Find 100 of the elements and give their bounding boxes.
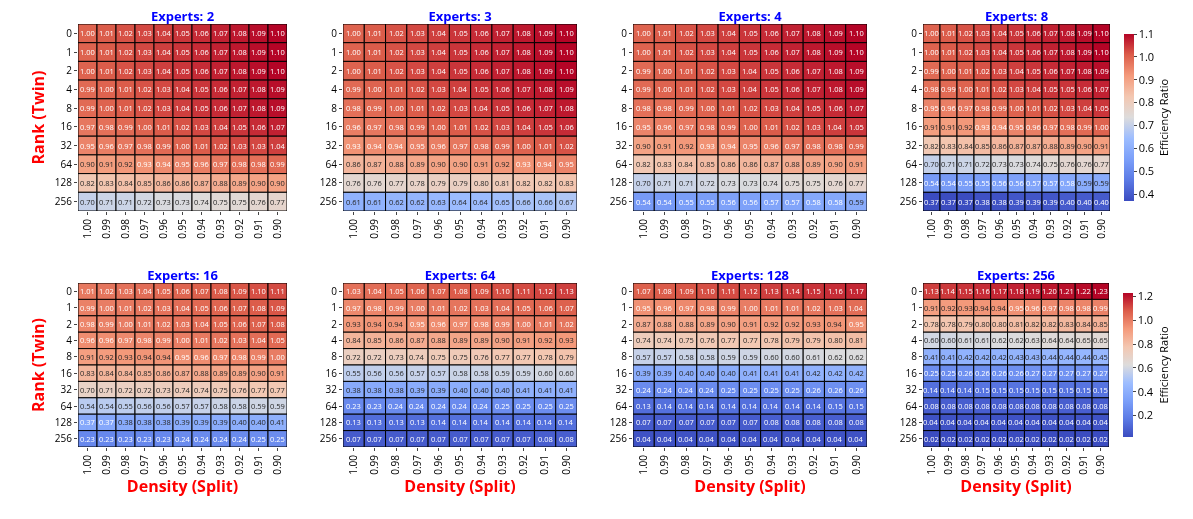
y-tick-label: 64 bbox=[615, 398, 628, 413]
x-tick-label: 0.93 bbox=[212, 454, 227, 475]
y-tick-label: 32 bbox=[325, 138, 338, 153]
x-tick-label: 0.90 bbox=[558, 454, 573, 475]
y-tick-label: 1 bbox=[66, 44, 72, 59]
x-tick-label: 0.91 bbox=[537, 219, 552, 239]
x-tick-label: 0.96 bbox=[991, 218, 1006, 239]
y-tick-label: 128 bbox=[54, 414, 73, 429]
y-tick-label: 4 bbox=[911, 81, 918, 96]
x-axis-title: Density (Split) bbox=[126, 474, 239, 497]
y-tick-label: 16 bbox=[325, 365, 338, 380]
x-tick-label: 0.91 bbox=[827, 219, 842, 239]
y-axis-title: Rank (Twin) bbox=[26, 70, 49, 165]
y-tick-label: 8 bbox=[621, 349, 628, 364]
y-tick-label: 0 bbox=[621, 25, 628, 40]
y-tick-label: 32 bbox=[60, 138, 73, 153]
y-tick-label: 1 bbox=[331, 44, 337, 59]
x-tick-label: 0.99 bbox=[940, 454, 955, 475]
x-tick-label: 0.98 bbox=[388, 218, 403, 239]
color-bar-label: 1.1 bbox=[1138, 25, 1155, 41]
y-tick-label: 2 bbox=[66, 316, 73, 331]
x-tick-label: 0.98 bbox=[678, 218, 693, 239]
chart-title: Experts: 64 bbox=[424, 266, 496, 284]
x-tick-label: 0.90 bbox=[848, 454, 863, 475]
y-tick-label: 0 bbox=[66, 25, 73, 40]
x-tick-label: 1.00 bbox=[635, 218, 650, 239]
y-tick-label: 256 bbox=[319, 194, 338, 209]
x-tick-label: 0.94 bbox=[1025, 218, 1040, 239]
y-tick-label: 0 bbox=[621, 283, 628, 298]
x-tick-label: 0.99 bbox=[657, 218, 672, 239]
x-axis-title: Density (Split) bbox=[694, 474, 806, 497]
x-tick-label: 0.97 bbox=[699, 454, 714, 475]
x-tick-label: 0.94 bbox=[473, 454, 488, 475]
y-tick-label: 16 bbox=[905, 119, 918, 134]
x-tick-label: 0.97 bbox=[974, 454, 989, 475]
x-tick-label: 0.91 bbox=[537, 455, 552, 475]
y-tick-label: 16 bbox=[905, 365, 918, 380]
color-bar-label: 0.4 bbox=[1138, 185, 1155, 201]
x-tick-label: 1.00 bbox=[923, 454, 938, 475]
y-tick-label: 8 bbox=[911, 349, 918, 364]
x-tick-label: 0.97 bbox=[409, 454, 424, 475]
x-tick-label: 0.93 bbox=[494, 218, 509, 239]
color-bar-label: 0.9 bbox=[1138, 71, 1155, 87]
chart-title: Experts: 128 bbox=[710, 266, 790, 284]
y-tick-label: 64 bbox=[60, 398, 73, 413]
x-tick-label: 0.97 bbox=[699, 218, 714, 239]
x-tick-label: 0.91 bbox=[1075, 455, 1090, 475]
y-tick-label: 1 bbox=[331, 300, 337, 315]
y-tick-label: 4 bbox=[331, 332, 338, 347]
y-tick-label: 64 bbox=[60, 156, 73, 171]
y-tick-label: 2 bbox=[331, 316, 338, 331]
x-tick-label: 0.90 bbox=[269, 454, 284, 475]
y-tick-label: 1 bbox=[911, 300, 917, 315]
x-tick-label: 0.99 bbox=[367, 218, 382, 239]
x-tick-label: 0.95 bbox=[1008, 454, 1023, 475]
x-tick-label: 0.91 bbox=[827, 455, 842, 475]
y-tick-label: 16 bbox=[615, 119, 628, 134]
x-tick-label: 0.98 bbox=[117, 218, 132, 239]
y-tick-label: 32 bbox=[615, 382, 628, 397]
y-axis-title: Rank (Twin) bbox=[26, 317, 49, 413]
y-tick-label: 2 bbox=[911, 316, 918, 331]
x-tick-label: 0.95 bbox=[1008, 218, 1023, 239]
y-tick-label: 128 bbox=[319, 175, 338, 190]
y-tick-label: 256 bbox=[899, 431, 918, 446]
y-tick-label: 2 bbox=[911, 63, 918, 78]
y-tick-label: 0 bbox=[331, 283, 338, 298]
x-tick-label: 0.96 bbox=[720, 454, 735, 475]
y-tick-label: 64 bbox=[905, 398, 918, 413]
x-tick-label: 0.96 bbox=[155, 218, 170, 239]
y-tick-label: 64 bbox=[905, 156, 918, 171]
y-tick-label: 8 bbox=[331, 349, 338, 364]
color-bar-label: 0.7 bbox=[1138, 117, 1155, 133]
x-tick-label: 0.94 bbox=[763, 454, 778, 475]
x-tick-label: 0.94 bbox=[473, 218, 488, 239]
y-tick-label: 32 bbox=[325, 382, 338, 397]
y-tick-label: 64 bbox=[615, 156, 628, 171]
x-tick-label: 0.93 bbox=[784, 454, 799, 475]
x-tick-label: 0.98 bbox=[957, 218, 972, 239]
y-tick-label: 256 bbox=[609, 431, 628, 446]
x-tick-label: 0.95 bbox=[452, 218, 467, 239]
y-tick-label: 256 bbox=[899, 194, 918, 209]
x-tick-label: 0.94 bbox=[193, 218, 208, 239]
x-tick-label: 0.96 bbox=[155, 454, 170, 475]
x-tick-label: 0.92 bbox=[231, 218, 246, 239]
y-tick-label: 32 bbox=[905, 382, 918, 397]
y-tick-label: 128 bbox=[609, 414, 628, 429]
x-tick-label: 0.95 bbox=[452, 454, 467, 475]
x-tick-label: 0.90 bbox=[269, 218, 284, 239]
y-tick-label: 256 bbox=[319, 431, 338, 446]
color-bar-label: 1.0 bbox=[1138, 48, 1155, 64]
chart-title: Experts: 3 bbox=[428, 7, 492, 25]
x-tick-label: 0.95 bbox=[742, 218, 757, 239]
y-tick-label: 16 bbox=[325, 119, 338, 134]
x-tick-label: 0.92 bbox=[806, 454, 821, 475]
x-tick-label: 0.91 bbox=[1076, 219, 1091, 239]
y-tick-label: 4 bbox=[66, 332, 73, 347]
y-tick-label: 2 bbox=[66, 63, 73, 78]
x-tick-label: 0.90 bbox=[1093, 218, 1108, 239]
x-tick-label: 1.00 bbox=[79, 218, 94, 239]
y-tick-label: 16 bbox=[615, 365, 628, 380]
